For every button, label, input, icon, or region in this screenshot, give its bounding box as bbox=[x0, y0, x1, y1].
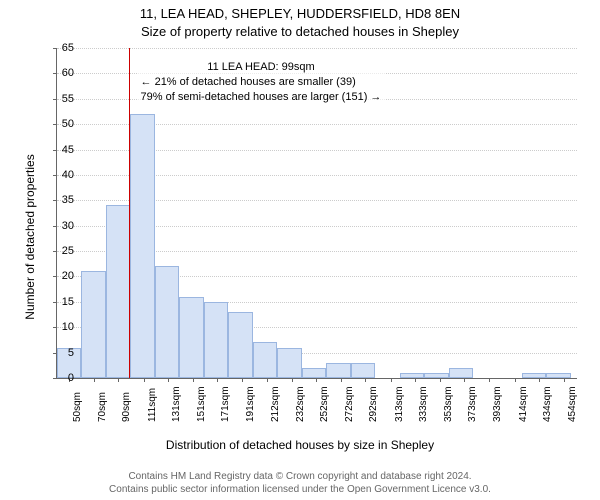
xtick-label: 50sqm bbox=[72, 392, 83, 422]
histogram-bar bbox=[400, 373, 424, 378]
xtick-mark bbox=[144, 378, 145, 382]
xtick-mark bbox=[489, 378, 490, 382]
histogram-bar bbox=[130, 114, 154, 378]
xtick-mark bbox=[94, 378, 95, 382]
ytick-label: 40 bbox=[50, 169, 74, 181]
histogram-bar bbox=[106, 205, 130, 378]
chart-title-line1: 11, LEA HEAD, SHEPLEY, HUDDERSFIELD, HD8… bbox=[0, 6, 600, 21]
xtick-label: 90sqm bbox=[121, 392, 132, 422]
histogram-bar bbox=[546, 373, 570, 378]
xtick-label: 232sqm bbox=[295, 386, 306, 422]
xtick-label: 131sqm bbox=[171, 386, 182, 422]
property-size-histogram: 11, LEA HEAD, SHEPLEY, HUDDERSFIELD, HD8… bbox=[0, 0, 600, 500]
ytick-label: 45 bbox=[50, 144, 74, 156]
ytick-label: 60 bbox=[50, 67, 74, 79]
gridline bbox=[57, 48, 577, 49]
plot-area: 11 LEA HEAD: 99sqm← 21% of detached hous… bbox=[56, 48, 577, 379]
xtick-label: 272sqm bbox=[344, 386, 355, 422]
ytick-label: 50 bbox=[50, 118, 74, 130]
histogram-bar bbox=[253, 342, 277, 378]
annotation-line: 79% of semi-detached houses are larger (… bbox=[141, 90, 382, 105]
x-axis-label: Distribution of detached houses by size … bbox=[0, 438, 600, 452]
footer-line-1: Contains HM Land Registry data © Crown c… bbox=[0, 471, 600, 484]
ytick-label: 10 bbox=[50, 321, 74, 333]
xtick-label: 454sqm bbox=[567, 386, 578, 422]
histogram-bar bbox=[449, 368, 473, 378]
y-axis-label: Number of detached properties bbox=[23, 87, 37, 387]
chart-footer: Contains HM Land Registry data © Crown c… bbox=[0, 471, 600, 496]
histogram-bar bbox=[351, 363, 375, 378]
ytick-label: 5 bbox=[50, 347, 74, 359]
ytick-label: 65 bbox=[50, 42, 74, 54]
ytick-label: 35 bbox=[50, 194, 74, 206]
histogram-bar bbox=[179, 297, 203, 378]
xtick-label: 353sqm bbox=[443, 386, 454, 422]
xtick-label: 313sqm bbox=[394, 386, 405, 422]
subject-property-marker bbox=[129, 48, 130, 378]
annotation-line: ← 21% of detached houses are smaller (39… bbox=[141, 75, 382, 90]
xtick-label: 212sqm bbox=[270, 386, 281, 422]
histogram-bar bbox=[228, 312, 252, 378]
ytick-label: 20 bbox=[50, 270, 74, 282]
xtick-label: 373sqm bbox=[467, 386, 478, 422]
xtick-label: 111sqm bbox=[147, 388, 158, 422]
xtick-mark bbox=[440, 378, 441, 382]
xtick-label: 171sqm bbox=[220, 386, 231, 422]
xtick-mark bbox=[316, 378, 317, 382]
xtick-label: 191sqm bbox=[245, 386, 256, 422]
ytick-label: 15 bbox=[50, 296, 74, 308]
xtick-label: 151sqm bbox=[196, 386, 207, 422]
xtick-mark bbox=[242, 378, 243, 382]
histogram-bar bbox=[155, 266, 179, 378]
xtick-mark bbox=[217, 378, 218, 382]
histogram-bar bbox=[302, 368, 326, 378]
xtick-mark bbox=[391, 378, 392, 382]
xtick-mark bbox=[118, 378, 119, 382]
xtick-mark bbox=[515, 378, 516, 382]
xtick-mark bbox=[168, 378, 169, 382]
xtick-mark bbox=[341, 378, 342, 382]
histogram-bar bbox=[326, 363, 350, 378]
histogram-bar bbox=[522, 373, 546, 378]
histogram-bar bbox=[424, 373, 448, 378]
xtick-mark bbox=[415, 378, 416, 382]
histogram-bar bbox=[204, 302, 228, 378]
xtick-label: 393sqm bbox=[492, 386, 503, 422]
chart-title-line2: Size of property relative to detached ho… bbox=[0, 24, 600, 39]
xtick-mark bbox=[539, 378, 540, 382]
ytick-label: 55 bbox=[50, 93, 74, 105]
annotation-box: 11 LEA HEAD: 99sqm← 21% of detached hous… bbox=[137, 58, 386, 107]
xtick-label: 333sqm bbox=[418, 386, 429, 422]
xtick-mark bbox=[292, 378, 293, 382]
xtick-label: 414sqm bbox=[518, 386, 529, 422]
xtick-mark bbox=[267, 378, 268, 382]
xtick-mark bbox=[564, 378, 565, 382]
ytick-label: 25 bbox=[50, 245, 74, 257]
histogram-bar bbox=[81, 271, 105, 378]
xtick-label: 252sqm bbox=[319, 386, 330, 422]
ytick-label: 0 bbox=[50, 372, 74, 384]
ytick-label: 30 bbox=[50, 220, 74, 232]
xtick-label: 70sqm bbox=[97, 392, 108, 422]
histogram-bar bbox=[277, 348, 301, 378]
xtick-mark bbox=[193, 378, 194, 382]
xtick-label: 434sqm bbox=[542, 386, 553, 422]
annotation-line: 11 LEA HEAD: 99sqm bbox=[141, 60, 382, 75]
xtick-mark bbox=[464, 378, 465, 382]
xtick-mark bbox=[365, 378, 366, 382]
xtick-label: 292sqm bbox=[368, 386, 379, 422]
footer-line-2: Contains public sector information licen… bbox=[0, 484, 600, 497]
